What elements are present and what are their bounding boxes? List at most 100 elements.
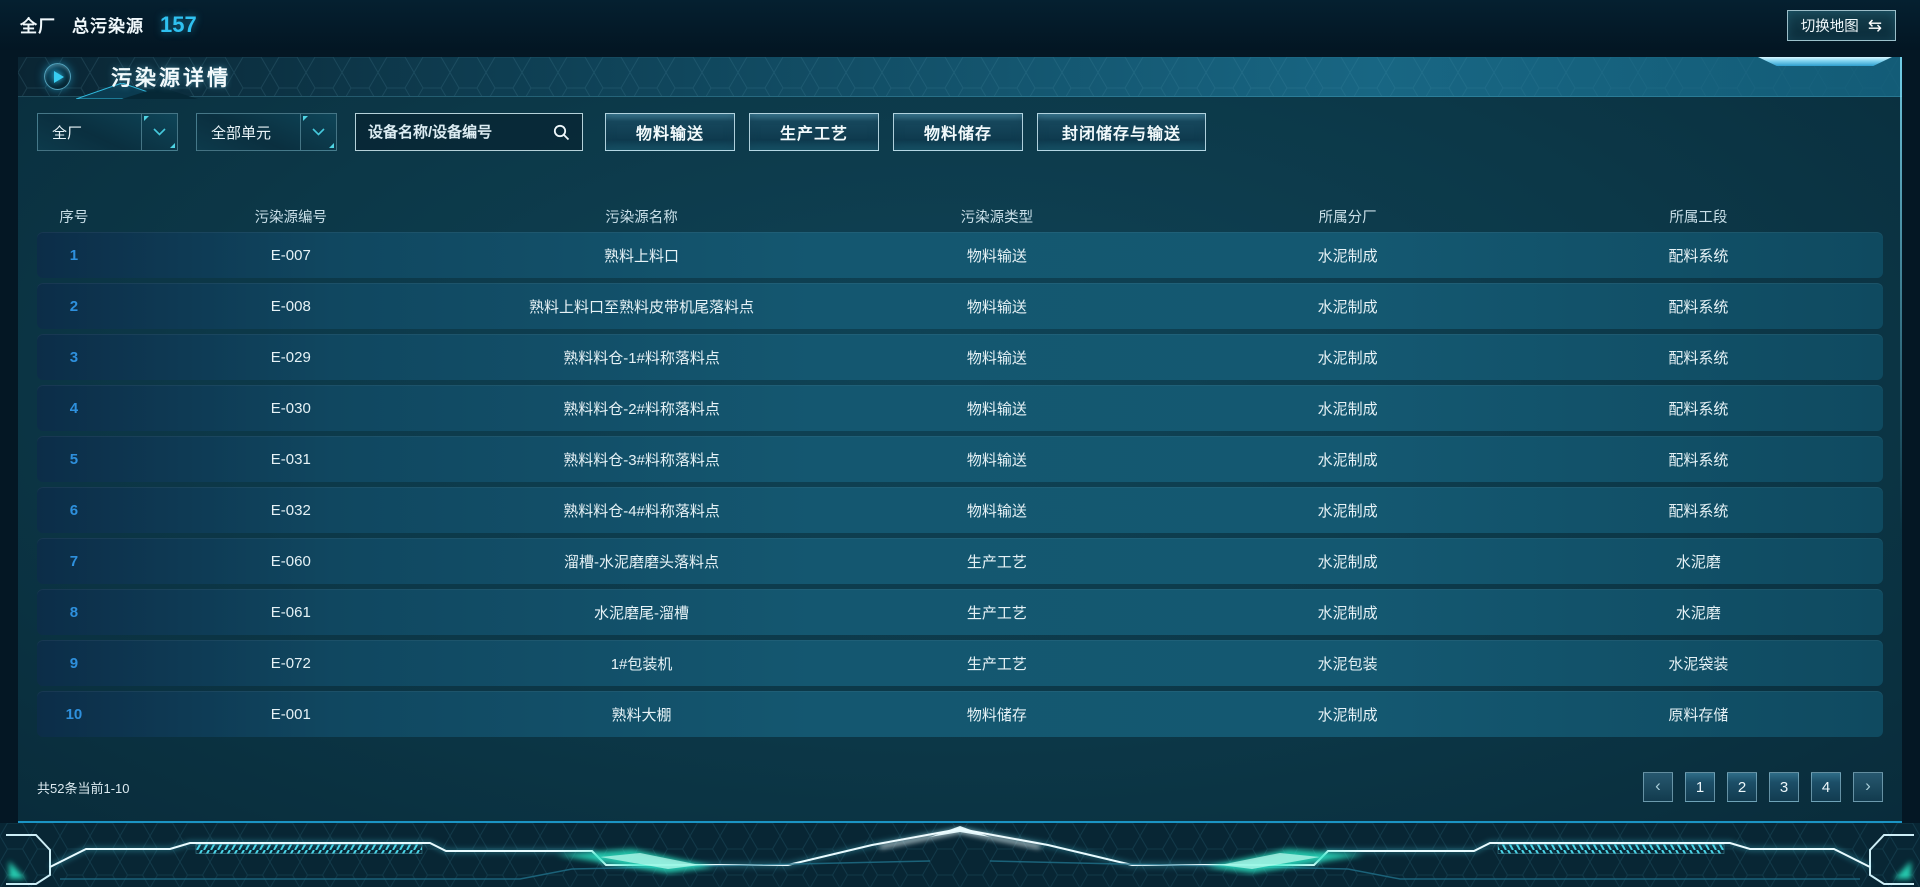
table-header: 序号 污染源编号 污染源名称 污染源类型 所属分厂 所属工段 xyxy=(37,203,1883,229)
total-pollution-label: 总污染源 xyxy=(72,17,144,36)
cell-code: E-060 xyxy=(270,552,311,570)
cell-code: E-008 xyxy=(270,297,311,315)
table-rows: 1 E-007 熟料上料口 物料输送 水泥制成 配料系统 2 E-008 熟料上料口至熟料皮带机… xyxy=(37,232,1883,742)
cell-name: 熟料料仓-4#料称落料点 xyxy=(563,502,720,520)
cell-name: 熟料料仓-2#料称落料点 xyxy=(563,400,720,418)
cell-type: 生产工艺 xyxy=(966,553,1027,571)
cell-name: 熟料大棚 xyxy=(611,706,672,724)
cell-branch: 水泥制成 xyxy=(1317,349,1378,367)
table-row[interactable]: 10 E-001 熟料大棚 物料储存 水泥制成 原料存储 xyxy=(37,691,1883,737)
cell-section: 原料存储 xyxy=(1668,706,1729,724)
record-count-summary: 共52条当前1-10 xyxy=(37,780,130,796)
search-input[interactable] xyxy=(368,123,553,141)
panel-title: 污染源详情 xyxy=(111,66,231,90)
cell-name: 水泥磨尾-溜槽 xyxy=(594,604,690,622)
cell-branch: 水泥制成 xyxy=(1317,451,1378,469)
table-row[interactable]: 4 E-030 熟料料仓-2#料称落料点 物料输送 水泥制成 配料系统 xyxy=(37,385,1883,431)
swap-arrows-icon: ⇆ xyxy=(1867,15,1882,35)
page-button-1[interactable]: 1 xyxy=(1685,772,1715,802)
unit-select-value: 全部单元 xyxy=(211,124,272,142)
table-row[interactable]: 6 E-032 熟料料仓-4#料称落料点 物料输送 水泥制成 配料系统 xyxy=(37,487,1883,533)
cell-type: 物料输送 xyxy=(966,298,1027,316)
cell-type: 物料输送 xyxy=(966,400,1027,418)
cell-branch: 水泥包装 xyxy=(1317,655,1378,673)
cell-index: 1 xyxy=(69,246,79,264)
filter-button-closed-storage-transport[interactable]: 封闭储存与输送 xyxy=(1037,113,1207,151)
cell-section: 配料系统 xyxy=(1668,247,1729,265)
play-icon xyxy=(44,63,71,90)
chevron-down-icon xyxy=(141,114,177,150)
cell-name: 1#包装机 xyxy=(610,655,673,673)
plant-label: 全厂 xyxy=(20,17,56,36)
search-icon[interactable] xyxy=(553,124,570,141)
cell-type: 生产工艺 xyxy=(966,604,1027,622)
column-header-section: 所属工段 xyxy=(1669,209,1728,226)
cell-type: 物料输送 xyxy=(966,502,1027,520)
cell-section: 水泥袋装 xyxy=(1668,655,1729,673)
filter-button-material-transport[interactable]: 物料输送 xyxy=(605,113,735,151)
cell-code: E-029 xyxy=(270,348,311,366)
top-bar: 全厂 总污染源 157 切换地图 ⇆ xyxy=(0,0,1920,50)
bottom-decoration xyxy=(0,823,1920,887)
cell-section: 配料系统 xyxy=(1668,502,1729,520)
column-header-type: 污染源类型 xyxy=(960,209,1034,226)
column-header-code: 污染源编号 xyxy=(254,209,328,226)
page-prev-button[interactable]: ‹ xyxy=(1643,772,1673,802)
cell-name: 熟料上料口至熟料皮带机尾落料点 xyxy=(529,298,755,316)
filter-button-material-storage[interactable]: 物料储存 xyxy=(893,113,1023,151)
cell-name: 熟料料仓-3#料称落料点 xyxy=(563,451,720,469)
cell-index: 8 xyxy=(69,603,79,621)
cell-name: 熟料料仓-1#料称落料点 xyxy=(563,349,720,367)
cell-branch: 水泥制成 xyxy=(1317,247,1378,265)
cell-name: 熟料上料口 xyxy=(604,247,680,265)
cell-index: 6 xyxy=(69,501,79,519)
device-search xyxy=(355,113,583,151)
switch-map-button[interactable]: 切换地图 ⇆ xyxy=(1786,9,1896,41)
table-row[interactable]: 9 E-072 1#包装机 生产工艺 水泥包装 水泥袋装 xyxy=(37,640,1883,686)
plant-select[interactable]: 全厂 xyxy=(37,113,178,151)
cell-section: 配料系统 xyxy=(1668,349,1729,367)
cell-section: 配料系统 xyxy=(1668,298,1729,316)
filter-bar: 全厂 全部单元 物料输送 生产工艺 物料储存 封闭储存与输送 xyxy=(37,113,1220,151)
cell-code: E-001 xyxy=(270,705,311,723)
page-button-2[interactable]: 2 xyxy=(1727,772,1757,802)
cell-type: 物料输送 xyxy=(966,247,1027,265)
hexagon-pattern xyxy=(18,57,1902,96)
table-row[interactable]: 7 E-060 溜槽-水泥磨磨头落料点 生产工艺 水泥制成 水泥磨 xyxy=(37,538,1883,584)
header-tab-highlight xyxy=(1758,57,1892,66)
cell-type: 物料输送 xyxy=(966,349,1027,367)
page-button-4[interactable]: 4 xyxy=(1811,772,1841,802)
cell-index: 3 xyxy=(69,348,79,366)
cell-section: 配料系统 xyxy=(1668,451,1729,469)
table-row[interactable]: 8 E-061 水泥磨尾-溜槽 生产工艺 水泥制成 水泥磨 xyxy=(37,589,1883,635)
filter-button-production-process[interactable]: 生产工艺 xyxy=(749,113,879,151)
table-row[interactable]: 5 E-031 熟料料仓-3#料称落料点 物料输送 水泥制成 配料系统 xyxy=(37,436,1883,482)
table-row[interactable]: 3 E-029 熟料料仓-1#料称落料点 物料输送 水泥制成 配料系统 xyxy=(37,334,1883,380)
cell-index: 2 xyxy=(69,297,79,315)
panel-header: 污染源详情 xyxy=(18,57,1902,99)
cell-section: 水泥磨 xyxy=(1675,604,1721,622)
cell-branch: 水泥制成 xyxy=(1317,400,1378,418)
cell-index: 10 xyxy=(65,705,83,723)
table-row[interactable]: 1 E-007 熟料上料口 物料输送 水泥制成 配料系统 xyxy=(37,232,1883,278)
cell-code: E-072 xyxy=(270,654,311,672)
page-button-3[interactable]: 3 xyxy=(1769,772,1799,802)
unit-select[interactable]: 全部单元 xyxy=(196,113,337,151)
cell-branch: 水泥制成 xyxy=(1317,553,1378,571)
cell-section: 配料系统 xyxy=(1668,400,1729,418)
cell-code: E-061 xyxy=(270,603,311,621)
cell-branch: 水泥制成 xyxy=(1317,502,1378,520)
cell-code: E-032 xyxy=(270,501,311,519)
page-next-button[interactable]: › xyxy=(1853,772,1883,802)
column-header-name: 污染源名称 xyxy=(605,209,678,226)
cell-index: 4 xyxy=(69,399,79,417)
cell-branch: 水泥制成 xyxy=(1317,604,1378,622)
plant-select-value: 全厂 xyxy=(52,124,83,142)
table-row[interactable]: 2 E-008 熟料上料口至熟料皮带机尾落料点 物料输送 水泥制成 配料系统 xyxy=(37,283,1883,329)
cell-section: 水泥磨 xyxy=(1675,553,1721,571)
cell-index: 5 xyxy=(69,450,79,468)
cell-branch: 水泥制成 xyxy=(1317,706,1378,724)
